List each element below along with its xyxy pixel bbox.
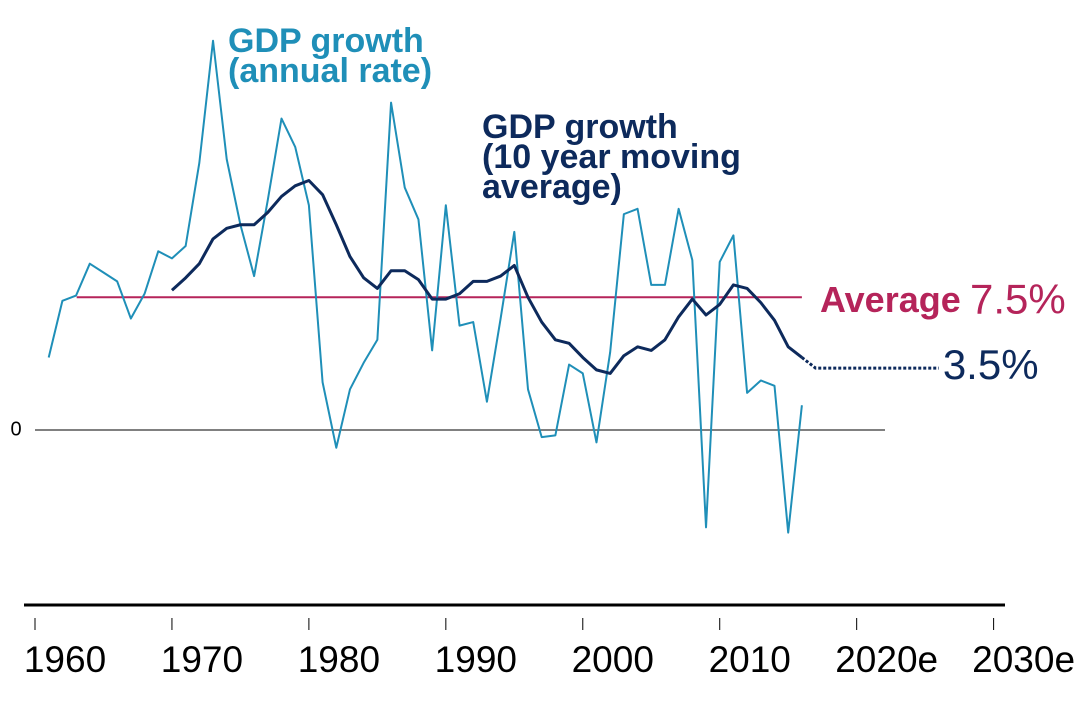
projection-line — [800, 356, 939, 370]
series-label: GDP growth (annual rate) — [228, 22, 433, 90]
series-line — [170, 179, 803, 375]
x-tick-label: 1990 — [435, 639, 517, 680]
x-tick-label: 2010 — [709, 639, 791, 680]
series-label: GDP growth (10 year moving average) — [482, 108, 741, 206]
x-tick-label: 2000 — [572, 639, 654, 680]
series-line — [47, 39, 803, 534]
x-tick-label: 2030e — [972, 639, 1075, 680]
average-label: Average — [820, 279, 961, 320]
x-tick-label: 1960 — [24, 639, 106, 680]
average-value: 7.5% — [970, 275, 1066, 322]
x-tick-label: 2020e — [835, 639, 938, 680]
x-tick-label: 1970 — [161, 639, 243, 680]
y-tick-label: 0 — [10, 418, 21, 440]
projection-label: 3.5% — [943, 341, 1039, 388]
x-tick-label: 1980 — [298, 639, 380, 680]
